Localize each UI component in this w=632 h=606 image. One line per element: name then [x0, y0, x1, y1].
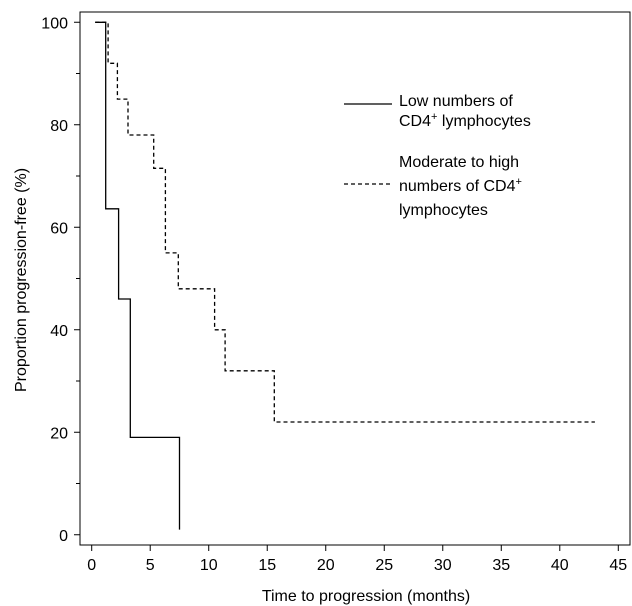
x-tick-label: 35: [492, 557, 510, 574]
legend-moderate-line1: Moderate to high: [399, 154, 519, 171]
y-axis-ticks: 0 20 40 60 80 100: [41, 15, 80, 545]
y-tick-label: 80: [50, 118, 68, 135]
series-low-cd4-line: [95, 21, 181, 530]
x-tick-label: 5: [146, 557, 155, 574]
y-tick-label: 40: [50, 323, 68, 340]
y-tick-label: 60: [50, 220, 68, 237]
x-tick-label: 25: [375, 557, 393, 574]
x-tick-label: 10: [200, 557, 218, 574]
x-tick-label: 45: [609, 557, 627, 574]
legend-low-sup: +: [431, 111, 437, 123]
x-tick-label: 15: [258, 557, 276, 574]
legend-low-rest: lymphocytes: [437, 113, 530, 130]
legend: Low numbers of CD4+ lymphocytes Moderate…: [344, 93, 531, 219]
series-layer: [95, 21, 595, 530]
y-tick-label: 20: [50, 425, 68, 442]
x-axis-ticks: 0 5 10 15 20 25 30 35 40 45: [87, 545, 627, 574]
legend-moderate-line2: numbers of CD4+: [399, 176, 522, 195]
legend-moderate-cd4: numbers of CD4: [399, 178, 516, 195]
axes: [79, 11, 631, 546]
y-tick-label: 100: [41, 15, 68, 32]
x-tick-label: 20: [317, 557, 335, 574]
x-axis-label: Time to progression (months): [262, 588, 470, 605]
x-tick-label: 40: [551, 557, 569, 574]
y-tick-label: 0: [59, 528, 68, 545]
plot-frame: [79, 11, 631, 546]
series-moderate-high-cd4-line: [95, 21, 595, 423]
y-axis-label: Proportion progression-free (%): [13, 168, 30, 392]
x-tick-label: 30: [434, 557, 452, 574]
legend-low-cd4: CD4: [399, 113, 431, 130]
legend-moderate-sup: +: [516, 176, 522, 188]
legend-moderate-line3: lymphocytes: [399, 202, 488, 219]
legend-low-line1: Low numbers of: [399, 93, 513, 110]
x-tick-label: 0: [87, 557, 96, 574]
legend-low-line2: CD4+ lymphocytes: [399, 111, 531, 130]
